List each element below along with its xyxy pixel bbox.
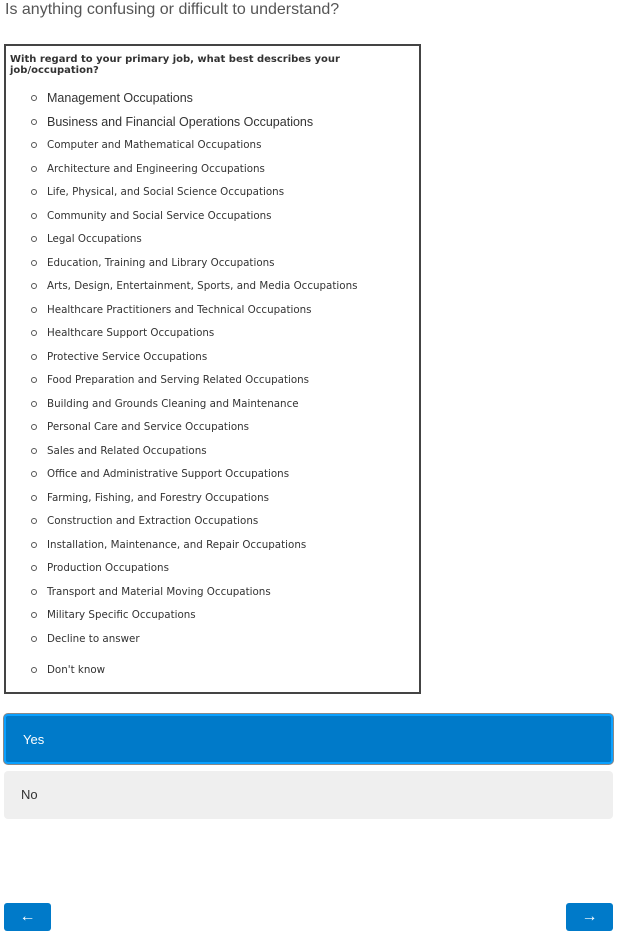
occupation-option: Farming, Fishing, and Forestry Occupatio… [6,490,419,514]
radio-circle-icon [31,494,37,501]
occupation-option: Legal Occupations [6,231,419,255]
option-label: Legal Occupations [47,233,142,245]
radio-circle-icon [31,518,37,524]
radio-circle-icon [31,259,37,266]
option-label: Military Specific Occupations [47,609,196,621]
option-label: Sales and Related Occupations [47,444,207,457]
radio-circle-icon [31,142,37,148]
option-label: Food Preparation and Serving Related Occ… [47,374,310,386]
occupation-option: Building and Grounds Cleaning and Mainte… [6,396,419,420]
option-label: Installation, Maintenance, and Repair Oc… [47,538,307,551]
radio-circle-icon [31,283,37,289]
yes-option[interactable]: Yes [4,714,613,764]
occupation-list: Management Occupations Business and Finan… [6,90,419,686]
radio-circle-icon [31,667,37,673]
option-label: Decline to answer [47,632,140,645]
occupation-option: Personal Care and Service Occupations [6,419,419,443]
radio-circle-icon [31,612,37,618]
occupation-option: Life, Physical, and Social Science Occup… [6,184,419,208]
occupation-option: Community and Social Service Occupations [6,208,419,232]
option-label: Healthcare Support Occupations [47,327,215,339]
option-label: Computer and Mathematical Occupations [47,139,262,151]
occupation-option: Construction and Extraction Occupations [6,513,419,537]
option-label: Don't know [47,664,106,676]
radio-circle-icon [31,400,37,407]
next-button[interactable]: → [566,903,613,931]
radio-circle-icon [31,588,37,595]
radio-circle-icon [31,565,37,571]
radio-circle-icon [31,212,37,219]
occupation-option: Healthcare Support Occupations [6,325,419,349]
preview-title: With regard to your primary job, what be… [10,54,340,76]
question-text: Is anything confusing or difficult to un… [5,1,340,18]
option-label: Production Occupations [47,562,169,574]
option-label: Personal Care and Service Occupations [47,421,250,433]
occupation-option: Architecture and Engineering Occupations [6,161,419,185]
option-label: Education, Training and Library Occupati… [47,256,275,269]
option-label: Arts, Design, Entertainment, Sports, and… [47,280,358,292]
option-label: Building and Grounds Cleaning and Mainte… [47,397,299,410]
option-label: Architecture and Engineering Occupations [47,162,265,175]
occupation-option: Arts, Design, Entertainment, Sports, and… [6,278,419,302]
occupation-option: Healthcare Practitioners and Technical O… [6,302,419,326]
radio-circle-icon [31,189,37,195]
option-label: Office and Administrative Support Occupa… [47,468,290,480]
occupation-option: Transport and Material Moving Occupation… [6,584,419,608]
radio-circle-icon [31,236,37,242]
option-label: Healthcare Practitioners and Technical O… [47,303,312,316]
occupation-option: Military Specific Occupations [6,607,419,631]
occupation-option: Production Occupations [6,560,419,584]
radio-circle-icon [31,424,37,430]
option-label: Community and Social Service Occupations [47,209,272,222]
back-button[interactable]: ← [4,903,51,931]
occupation-option: Decline to answer [6,631,419,655]
occupation-option: Food Preparation and Serving Related Occ… [6,372,419,396]
radio-circle-icon [31,471,37,477]
radio-circle-icon [31,635,37,642]
option-label: Life, Physical, and Social Science Occup… [47,186,285,198]
radio-circle-icon [31,353,37,360]
occupation-option: Installation, Maintenance, and Repair Oc… [6,537,419,561]
option-label: Transport and Material Moving Occupation… [47,585,271,598]
question-preview-image: With regard to your primary job, what be… [4,44,421,694]
occupation-option: Computer and Mathematical Occupations [6,137,419,161]
option-label: Construction and Extraction Occupations [47,515,259,527]
option-label: Management Occupations [47,91,193,105]
radio-circle-icon [31,165,37,172]
option-label: Farming, Fishing, and Forestry Occupatio… [47,491,269,504]
radio-circle-icon [31,118,37,125]
radio-circle-icon [31,330,37,336]
occupation-option: Education, Training and Library Occupati… [6,255,419,279]
occupation-option: Sales and Related Occupations [6,443,419,467]
occupation-option: Business and Financial Operations Occupa… [6,114,419,138]
occupation-option: Don't know [6,662,419,686]
option-label: Protective Service Occupations [47,350,208,363]
radio-circle-icon [31,447,37,454]
occupation-option: Protective Service Occupations [6,349,419,373]
radio-circle-icon [31,306,37,313]
radio-circle-icon [31,541,37,548]
radio-circle-icon [31,377,37,383]
occupation-option: Office and Administrative Support Occupa… [6,466,419,490]
option-label: Business and Financial Operations Occupa… [47,114,314,129]
no-option[interactable]: No [4,771,613,819]
radio-circle-icon [31,95,37,101]
occupation-option: Management Occupations [6,90,419,114]
